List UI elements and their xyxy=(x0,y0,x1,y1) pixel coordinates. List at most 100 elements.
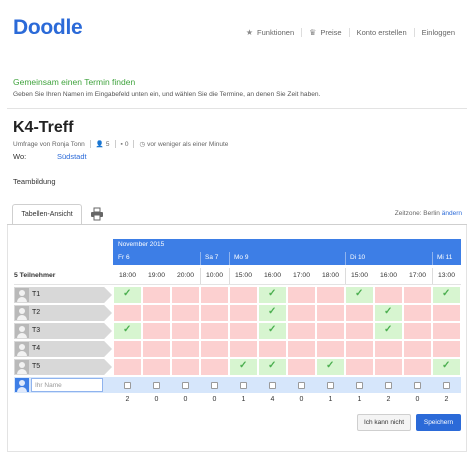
vote-no-cell xyxy=(404,305,431,321)
vote-total: 2 xyxy=(386,396,391,403)
comment-icon: ▪ xyxy=(120,140,123,148)
day-separator xyxy=(200,252,201,265)
doodle-logo[interactable]: Doodle xyxy=(13,16,83,39)
check-icon: ✓ xyxy=(123,324,132,335)
availability-checkbox[interactable] xyxy=(269,382,276,389)
nav-funktionen[interactable]: ★ Funktionen xyxy=(239,28,301,37)
avatar-body xyxy=(17,297,27,302)
check-icon: ✓ xyxy=(268,288,277,299)
star-icon: ★ xyxy=(245,28,254,37)
vote-total: 1 xyxy=(241,396,246,403)
avatar xyxy=(15,378,29,392)
participant-name: T5 xyxy=(32,363,41,370)
print-icon[interactable] xyxy=(90,207,104,221)
vote-no-cell xyxy=(317,305,344,321)
time-separator xyxy=(200,268,201,284)
avatar xyxy=(15,288,29,302)
updated-time: vor weniger als einer Minute xyxy=(147,140,229,148)
vote-yes-cell: ✓ xyxy=(259,305,286,321)
time-row-divider xyxy=(14,284,461,285)
name-input[interactable] xyxy=(31,378,103,392)
day-label: Mo 9 xyxy=(234,254,249,261)
availability-checkbox[interactable] xyxy=(327,382,334,389)
vote-no-cell xyxy=(230,323,257,339)
vote-no-cell xyxy=(201,359,228,375)
nav-konto-erstellen-label: Konto erstellen xyxy=(356,28,407,37)
day-label: Mi 11 xyxy=(437,254,453,261)
poll-author: Umfrage von Ronja Tonn xyxy=(13,140,85,148)
availability-checkbox[interactable] xyxy=(298,382,305,389)
tab-underline xyxy=(7,224,467,225)
avatar xyxy=(15,342,29,356)
vote-no-cell xyxy=(259,341,286,357)
availability-checkbox[interactable] xyxy=(182,382,189,389)
participant-name-cell: T5 xyxy=(14,359,112,375)
time-separator xyxy=(229,268,230,284)
month-label: November 2015 xyxy=(118,241,165,248)
vote-total: 2 xyxy=(444,396,449,403)
where-label: Wo: xyxy=(13,152,27,161)
participant-name: T3 xyxy=(32,327,41,334)
vote-no-cell xyxy=(346,341,373,357)
vote-no-cell xyxy=(288,341,315,357)
timezone-change-link[interactable]: ändern xyxy=(441,210,462,217)
avatar-head xyxy=(19,290,25,296)
vote-total: 0 xyxy=(212,396,217,403)
availability-checkbox[interactable] xyxy=(211,382,218,389)
availability-checkbox[interactable] xyxy=(414,382,421,389)
check-icon: ✓ xyxy=(268,306,277,317)
avatar-head xyxy=(19,362,25,368)
intro-subtitle: Geben Sie Ihren Namen im Eingabefeld unt… xyxy=(13,91,321,98)
check-icon: ✓ xyxy=(268,360,277,371)
time-label: 17:00 xyxy=(408,272,426,279)
vote-yes-cell: ✓ xyxy=(375,323,402,339)
time-label: 10:00 xyxy=(205,272,223,279)
location-link[interactable]: Südstadt xyxy=(57,152,87,161)
comment-count: 0 xyxy=(124,140,129,148)
meta-separator xyxy=(89,140,91,148)
avatar-body xyxy=(17,369,27,374)
vote-no-cell xyxy=(172,323,199,339)
time-label: 17:00 xyxy=(292,272,310,279)
availability-checkbox[interactable] xyxy=(356,382,363,389)
month-header xyxy=(113,239,461,252)
crown-icon: ♛ xyxy=(309,28,317,37)
avatar-body xyxy=(17,315,27,320)
nav-einloggen[interactable]: Einloggen xyxy=(413,28,462,37)
time-label: 20:00 xyxy=(176,272,194,279)
vote-yes-cell: ✓ xyxy=(230,359,257,375)
save-button[interactable]: Speichern xyxy=(416,414,461,431)
top-nav: ★ Funktionen ♛ Preise Konto erstellen Ei… xyxy=(239,28,462,37)
vote-no-cell xyxy=(201,287,228,303)
vote-yes-cell: ✓ xyxy=(259,323,286,339)
vote-no-cell xyxy=(143,287,170,303)
vote-no-cell xyxy=(404,341,431,357)
vote-no-cell xyxy=(375,341,402,357)
nav-konto-erstellen[interactable]: Konto erstellen xyxy=(348,28,414,37)
availability-checkbox[interactable] xyxy=(443,382,450,389)
time-label: 15:00 xyxy=(350,272,368,279)
cannot-attend-button[interactable]: Ich kann nicht xyxy=(357,414,411,431)
avatar-body xyxy=(17,387,27,392)
availability-checkbox[interactable] xyxy=(124,382,131,389)
availability-checkbox[interactable] xyxy=(240,382,247,389)
availability-checkbox[interactable] xyxy=(385,382,392,389)
vote-yes-cell: ✓ xyxy=(433,287,460,303)
nav-preise[interactable]: ♛ Preise xyxy=(301,28,348,37)
vote-no-cell xyxy=(201,323,228,339)
poll-meta: Umfrage von Ronja Tonn 👤 5 ▪ 0 ◷ vor wen… xyxy=(13,140,228,148)
check-icon: ✓ xyxy=(384,306,393,317)
participant-name: T4 xyxy=(32,345,41,352)
day-separator xyxy=(345,252,346,265)
vote-yes-cell: ✓ xyxy=(317,359,344,375)
avatar-body xyxy=(17,333,27,338)
day-header xyxy=(113,252,461,265)
vote-no-cell xyxy=(114,359,141,375)
check-icon: ✓ xyxy=(384,324,393,335)
tab-table-view[interactable]: Tabellen-Ansicht xyxy=(12,204,82,225)
vote-no-cell xyxy=(346,323,373,339)
availability-checkbox[interactable] xyxy=(153,382,160,389)
meta-separator xyxy=(133,140,135,148)
participant-name-cell: T3 xyxy=(14,323,112,339)
vote-no-cell xyxy=(346,305,373,321)
